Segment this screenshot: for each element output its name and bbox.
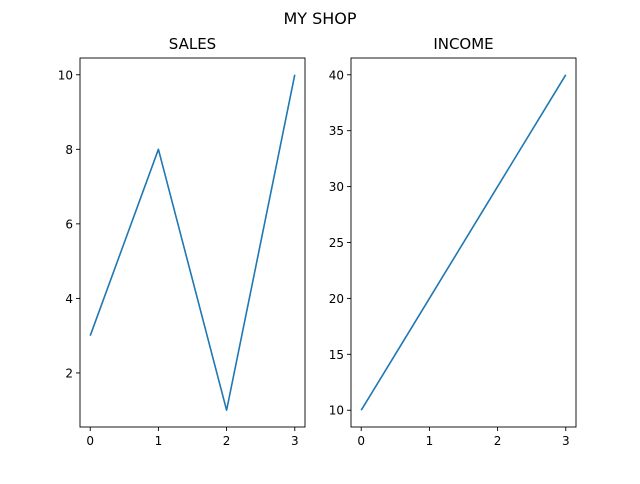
y-tick-label: 25	[329, 236, 344, 250]
right-chart-title: INCOME	[433, 35, 493, 53]
x-tick-label: 0	[357, 434, 365, 448]
y-tick-label: 8	[65, 143, 73, 157]
x-tick-label: 1	[426, 434, 434, 448]
y-tick-label: 10	[58, 68, 73, 82]
x-tick-label: 0	[86, 434, 94, 448]
y-tick-label: 40	[329, 68, 344, 82]
x-tick-label: 2	[494, 434, 502, 448]
x-tick-label: 3	[562, 434, 570, 448]
y-tick-label: 10	[329, 404, 344, 418]
left-chart-title: SALES	[169, 35, 216, 53]
y-tick-label: 35	[329, 124, 344, 138]
sales-axes: 0 1 2 3 2 4 6 8 10	[58, 57, 306, 448]
axes-frame	[79, 57, 306, 428]
y-tick-label: 4	[65, 292, 73, 306]
x-tick-label: 2	[223, 434, 231, 448]
y-tick-label: 6	[65, 217, 73, 231]
figure-suptitle: MY SHOP	[283, 9, 356, 28]
y-tick-label: 20	[329, 292, 344, 306]
y-tick-label: 2	[65, 366, 73, 380]
x-tick-label: 3	[291, 434, 299, 448]
y-tick-label: 15	[329, 348, 344, 362]
x-tick-label: 1	[155, 434, 163, 448]
series-line	[89, 74, 296, 412]
y-tick-label: 30	[329, 180, 344, 194]
series-line	[360, 74, 567, 411]
income-axes: 0 1 2 3 10 15 20 25 30 35 40	[329, 57, 577, 448]
